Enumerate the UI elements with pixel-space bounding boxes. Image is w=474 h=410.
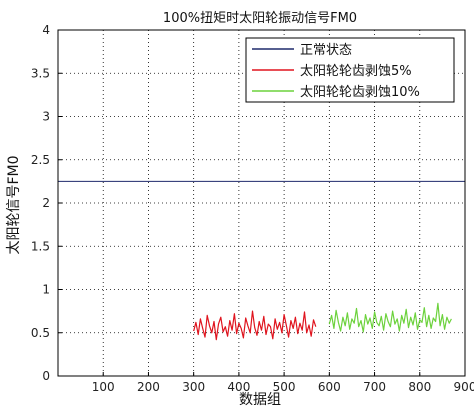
y-tick-label: 3 (42, 110, 50, 124)
x-tick-label: 300 (182, 380, 205, 394)
x-tick-label: 800 (408, 380, 431, 394)
x-tick-label: 200 (137, 380, 160, 394)
axis-ticks: 100 200 300 400 500 600 700 800 900 0 0.5 1 1.5 2 2.5 3… (31, 23, 474, 394)
series-erosion-5-line (193, 310, 317, 341)
y-tick-label: 0.5 (31, 326, 50, 340)
series-erosion-10-line (328, 302, 452, 333)
x-axis-label: 数据组 (239, 392, 281, 408)
x-tick-label: 900 (454, 380, 474, 394)
y-tick-label: 1.5 (31, 239, 50, 253)
series-group (58, 180, 465, 341)
y-tick-label: 0 (42, 369, 50, 383)
legend-label-erosion-5: 太阳轮轮齿剥蚀5% (300, 64, 412, 79)
y-tick-label: 3.5 (31, 66, 50, 80)
x-tick-label: 400 (227, 380, 250, 394)
chart-title: 100%扭矩时太阳轮振动信号FM0 (163, 11, 357, 26)
y-tick-label: 1 (42, 283, 50, 297)
legend-label-normal: 正常状态 (300, 43, 352, 58)
y-tick-label: 4 (42, 23, 50, 37)
y-axis-label: 太阳轮信号FM0 (6, 155, 22, 254)
legend-label-erosion-10: 太阳轮轮齿剥蚀10% (300, 85, 420, 100)
legend: 正常状态 太阳轮轮齿剥蚀5% 太阳轮轮齿剥蚀10% (245, 37, 455, 103)
y-tick-label: 2.5 (31, 153, 50, 167)
x-tick-label: 100 (92, 380, 115, 394)
y-tick-label: 2 (42, 196, 50, 210)
x-tick-label: 600 (318, 380, 341, 394)
x-tick-label: 500 (273, 380, 296, 394)
x-tick-label: 700 (363, 380, 386, 394)
